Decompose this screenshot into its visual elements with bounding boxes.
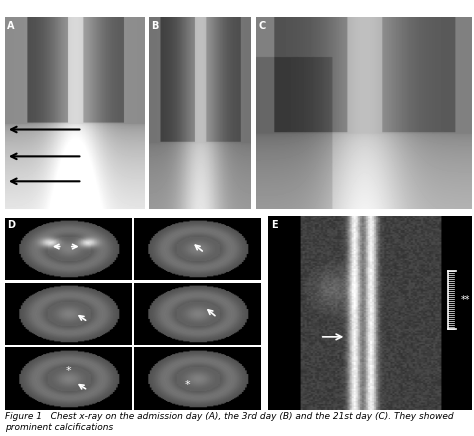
Text: **: ** <box>460 295 470 305</box>
Text: B: B <box>151 21 159 31</box>
Text: *: * <box>66 366 72 376</box>
Text: E: E <box>271 220 277 229</box>
Text: D: D <box>7 220 15 230</box>
Text: *: * <box>185 381 191 390</box>
Text: A: A <box>7 21 14 31</box>
Text: C: C <box>258 21 266 31</box>
Text: Figure 1   Chest x-ray on the admission day (A), the 3rd day (B) and the 21st da: Figure 1 Chest x-ray on the admission da… <box>5 412 453 432</box>
